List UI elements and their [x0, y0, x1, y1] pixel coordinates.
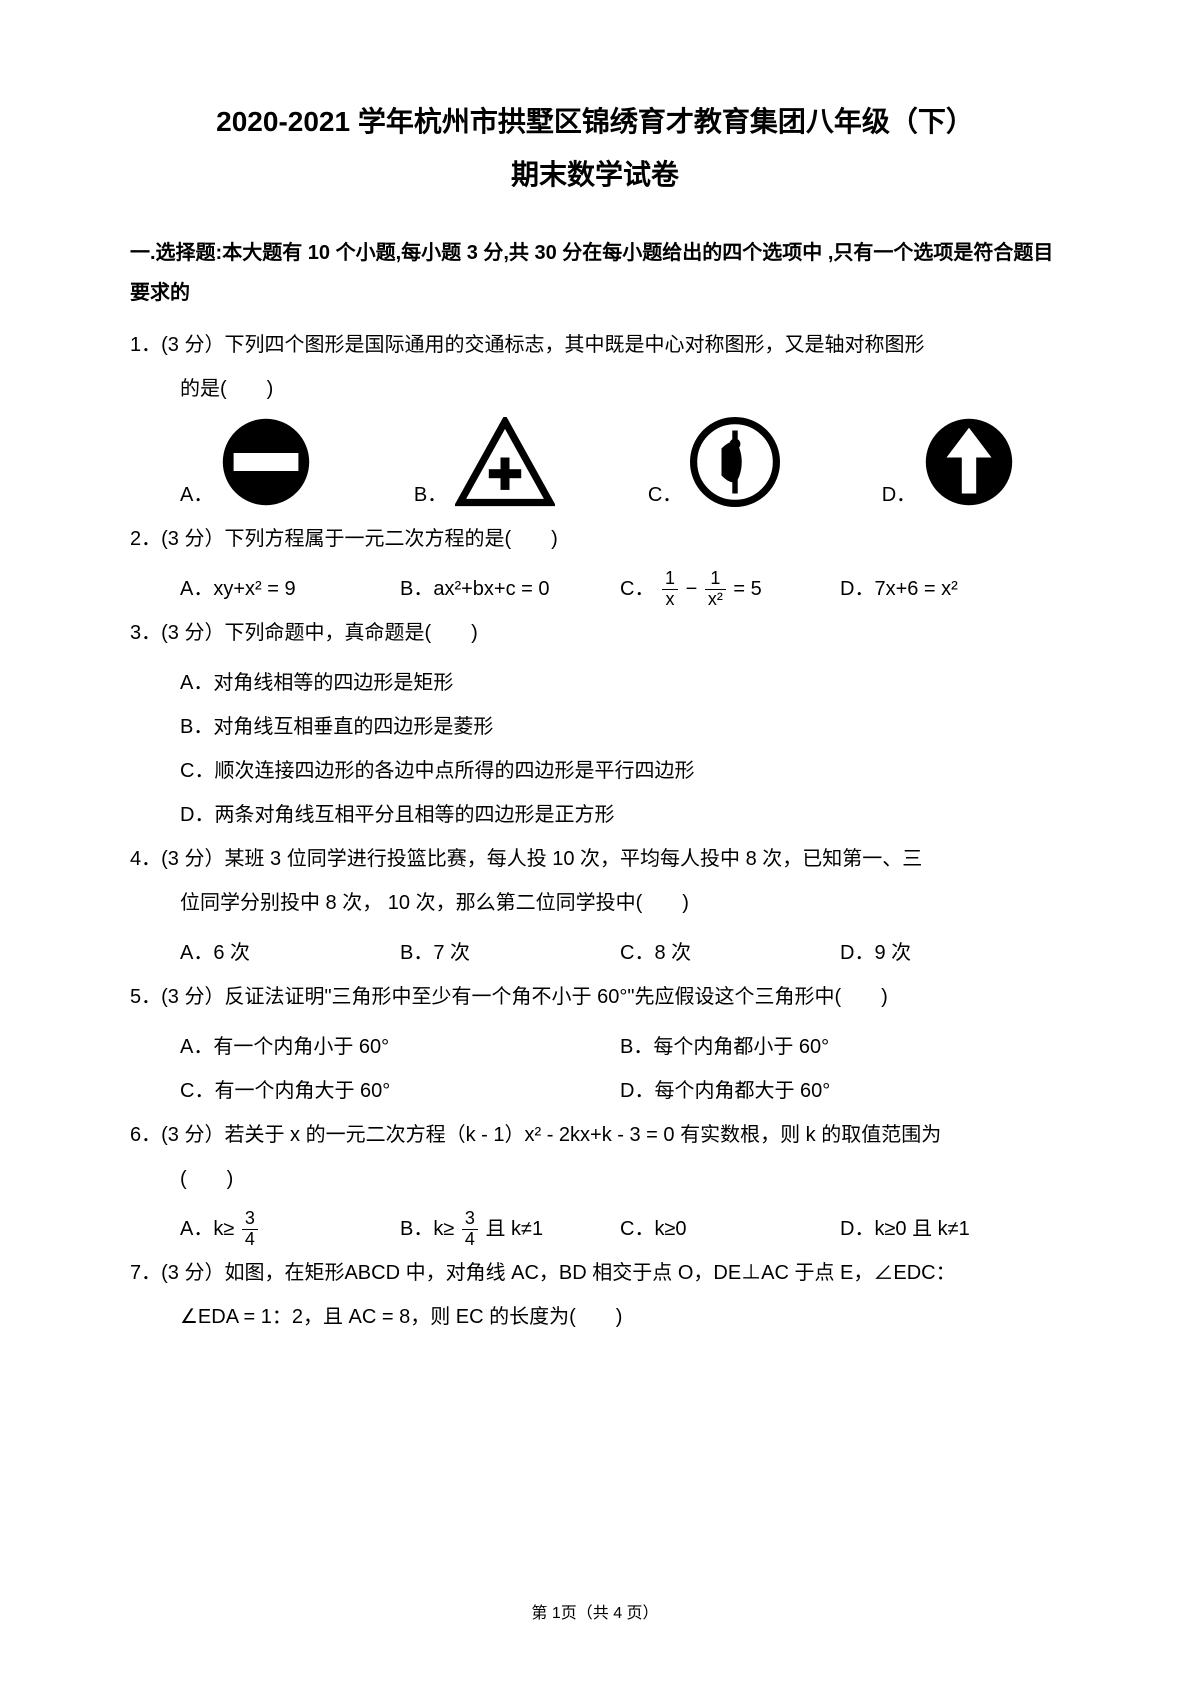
q2-text: 2．(3 分）下列方程属于一元二次方程的是( )	[130, 528, 558, 550]
q5-option-d: D．每个内角都大于 60°	[620, 1069, 1060, 1113]
q4-text: 4．(3 分）某班 3 位同学进行投篮比赛，每人投 10 次，平均每人投中 8 …	[130, 848, 922, 870]
q2-option-c: C． 1x − 1x² = 5	[620, 567, 840, 611]
q2-optC-prefix: C．	[620, 578, 654, 600]
q2-options: A．xy+x² = 9 B．ax²+bx+c = 0 C． 1x − 1x² =…	[130, 567, 1060, 611]
q2-option-b: B．ax²+bx+c = 0	[400, 567, 620, 611]
exam-title-line1: 2020-2021 学年杭州市拱墅区锦绣育才教育集团八年级（下）	[130, 100, 1060, 145]
question-2: 2．(3 分）下列方程属于一元二次方程的是( )	[130, 517, 1060, 561]
q7-text: 7．(3 分）如图，在矩形ABCD 中，对角线 AC，BD 相交于点 O，DE⊥…	[130, 1262, 956, 1284]
q1-text2: 的是( )	[130, 367, 1060, 411]
q6-fracA: 34	[242, 1209, 258, 1250]
question-6: 6．(3 分）若关于 x 的一元二次方程（k - 1）x² - 2kx+k - …	[130, 1113, 1060, 1201]
q1-option-a: A．	[180, 417, 384, 507]
section-header: 一.选择题:本大题有 10 个小题,每小题 3 分,共 30 分在每小题给出的四…	[130, 233, 1060, 313]
q5-option-b: B．每个内角都小于 60°	[620, 1025, 1060, 1069]
q2-frac1: 1x	[662, 569, 678, 610]
q1-option-b: B．	[414, 417, 618, 507]
q6-optB-prefix: B．k≥	[400, 1218, 454, 1240]
q4-text2: 位同学分别投中 8 次， 10 次，那么第二位同学投中( )	[130, 881, 1060, 925]
q6-optB-suffix: 且 k≠1	[485, 1218, 543, 1240]
question-4: 4．(3 分）某班 3 位同学进行投篮比赛，每人投 10 次，平均每人投中 8 …	[130, 837, 1060, 925]
q5-options-row1: A．有一个内角小于 60° B．每个内角都小于 60°	[130, 1025, 1060, 1069]
q1-option-c: C．	[648, 417, 852, 507]
q6-text2: ( )	[130, 1157, 1060, 1201]
q6-fracB: 34	[462, 1209, 478, 1250]
q3-option-a: A．对角线相等的四边形是矩形	[130, 661, 1060, 705]
q6-options: A．k≥ 34 B．k≥ 34 且 k≠1 C．k≥0 D．k≥0 且 k≠1	[130, 1207, 1060, 1251]
q1-optC-label: C．	[648, 478, 682, 507]
q1-optB-label: B．	[414, 478, 447, 507]
question-1: 1．(3 分）下列四个图形是国际通用的交通标志，其中既是中心对称图形，又是轴对称…	[130, 323, 1060, 411]
q2-option-a: A．xy+x² = 9	[180, 567, 400, 611]
question-7: 7．(3 分）如图，在矩形ABCD 中，对角线 AC，BD 相交于点 O，DE⊥…	[130, 1251, 1060, 1339]
q4-option-c: C．8 次	[620, 931, 840, 975]
q3-option-d: D．两条对角线互相平分且相等的四边形是正方形	[130, 793, 1060, 837]
q1-option-d: D．	[882, 417, 1030, 507]
q6-text: 6．(3 分）若关于 x 的一元二次方程（k - 1）x² - 2kx+k - …	[130, 1124, 941, 1146]
q5-option-a: A．有一个内角小于 60°	[180, 1025, 620, 1069]
q6-option-d: D．k≥0 且 k≠1	[840, 1207, 1060, 1251]
horn-prohibited-sign-icon	[690, 417, 780, 507]
q5-options-row2: C．有一个内角大于 60° D．每个内角都大于 60°	[130, 1069, 1060, 1113]
warning-plus-sign-icon	[455, 417, 555, 507]
q2-optC-minus: −	[686, 578, 698, 600]
q2-optC-suffix: = 5	[733, 578, 761, 600]
no-entry-sign-icon	[221, 417, 311, 507]
q2-frac2: 1x²	[705, 569, 726, 610]
q3-text: 3．(3 分）下列命题中，真命题是( )	[130, 622, 478, 644]
q4-option-a: A．6 次	[180, 931, 400, 975]
page-footer: 第 1页（共 4 页）	[0, 1599, 1190, 1623]
question-5: 5．(3 分）反证法证明"三角形中至少有一个角不小于 60°"先应假设这个三角形…	[130, 975, 1060, 1019]
up-arrow-sign-icon	[924, 417, 1014, 507]
q3-option-c: C．顺次连接四边形的各边中点所得的四边形是平行四边形	[130, 749, 1060, 793]
exam-title-line2: 期末数学试卷	[130, 153, 1060, 193]
question-3: 3．(3 分）下列命题中，真命题是( )	[130, 611, 1060, 655]
q1-optD-label: D．	[882, 478, 916, 507]
q4-option-d: D．9 次	[840, 931, 1060, 975]
q6-optA-prefix: A．k≥	[180, 1218, 234, 1240]
q6-option-a: A．k≥ 34	[180, 1207, 400, 1251]
q1-text: 1．(3 分）下列四个图形是国际通用的交通标志，其中既是中心对称图形，又是轴对称…	[130, 334, 924, 356]
q1-options: A． B． C． D．	[130, 417, 1060, 507]
q4-option-b: B．7 次	[400, 931, 620, 975]
q5-option-c: C．有一个内角大于 60°	[180, 1069, 620, 1113]
q2-option-d: D．7x+6 = x²	[840, 567, 1060, 611]
q6-option-b: B．k≥ 34 且 k≠1	[400, 1207, 620, 1251]
q3-option-b: B．对角线互相垂直的四边形是菱形	[130, 705, 1060, 749]
q4-options: A．6 次 B．7 次 C．8 次 D．9 次	[130, 931, 1060, 975]
q1-optA-label: A．	[180, 478, 213, 507]
q6-option-c: C．k≥0	[620, 1207, 840, 1251]
q5-text: 5．(3 分）反证法证明"三角形中至少有一个角不小于 60°"先应假设这个三角形…	[130, 986, 888, 1008]
q7-text2: ∠EDA = 1：2，且 AC = 8，则 EC 的长度为( )	[130, 1295, 1060, 1339]
